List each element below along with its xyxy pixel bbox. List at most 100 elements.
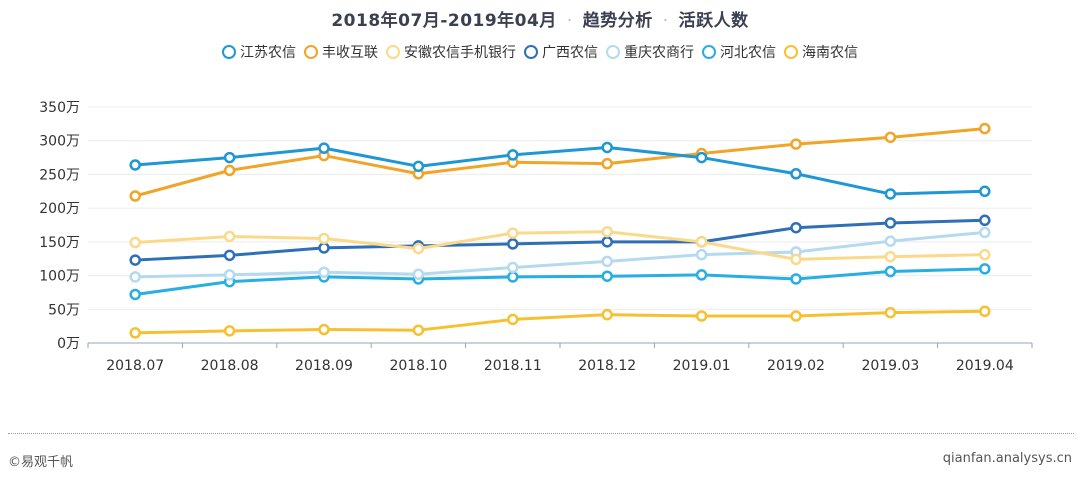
legend-marker-icon	[702, 45, 716, 59]
title-section: 趋势分析	[582, 11, 653, 31]
legend-marker-icon	[386, 45, 400, 59]
series-line	[135, 309, 985, 335]
site-url: qianfan.analysys.cn	[942, 451, 1072, 466]
data-point	[129, 190, 141, 202]
data-point	[507, 149, 519, 161]
x-tick-label: 2018.09	[295, 358, 353, 374]
data-point	[412, 324, 425, 336]
data-point	[223, 164, 236, 177]
data-point	[129, 271, 141, 283]
data-point	[412, 242, 425, 255]
legend-item[interactable]: 河北农信	[702, 42, 776, 62]
legend-item[interactable]: 广西农信	[524, 42, 598, 62]
x-tick-label: 2019.02	[767, 358, 825, 374]
data-point	[601, 141, 613, 154]
data-point	[884, 250, 897, 263]
data-point	[223, 325, 236, 337]
data-point	[129, 288, 141, 301]
legend-marker-icon	[222, 45, 236, 59]
data-point	[507, 227, 519, 239]
legend-label: 海南农信	[802, 45, 858, 61]
series-line	[135, 145, 985, 196]
data-point	[318, 242, 330, 254]
data-point	[884, 217, 897, 229]
data-point	[223, 249, 236, 262]
data-point	[601, 225, 613, 238]
legend-label: 广西农信	[542, 45, 598, 61]
legend-marker-icon	[524, 45, 538, 59]
data-point	[223, 151, 236, 164]
y-tick-label: 300万	[39, 134, 80, 150]
footer-divider	[8, 433, 1074, 434]
x-tick-label: 2018.12	[578, 358, 636, 374]
legend-marker-icon	[304, 45, 318, 59]
legend-label: 重庆农商行	[624, 45, 694, 61]
legend-label: 江苏农信	[240, 45, 296, 61]
legend-label: 丰收互联	[322, 45, 378, 61]
legend-label: 安徽农信手机银行	[404, 45, 516, 61]
legend-item[interactable]: 安徽农信手机银行	[386, 42, 516, 62]
data-point	[601, 236, 613, 248]
data-point	[884, 306, 897, 319]
data-point	[979, 248, 991, 261]
legend-item[interactable]: 海南农信	[784, 42, 858, 62]
y-tick-label: 200万	[39, 201, 80, 217]
data-point	[884, 235, 897, 247]
data-point	[695, 269, 708, 281]
legend-item[interactable]: 重庆农商行	[606, 42, 694, 62]
data-point	[979, 122, 991, 135]
y-tick-label: 0万	[57, 336, 80, 352]
legend-item[interactable]: 丰收互联	[304, 42, 378, 62]
y-tick-label: 250万	[39, 167, 80, 183]
data-point	[790, 310, 802, 322]
x-tick-label: 2019.03	[861, 358, 919, 374]
y-tick-label: 350万	[39, 100, 80, 116]
x-tick-label: 2018.11	[484, 358, 542, 374]
data-point	[318, 232, 330, 245]
series-line	[135, 230, 985, 261]
data-point	[601, 157, 613, 170]
data-point	[790, 221, 802, 234]
title-metric: 活跃人数	[678, 11, 749, 31]
title-separator-2: ·	[662, 11, 669, 31]
data-point	[790, 168, 802, 180]
legend-label: 河北农信	[720, 45, 776, 61]
data-point	[507, 271, 519, 283]
data-point	[790, 253, 802, 266]
title-period: 2018年07月-2019年04月	[331, 11, 557, 31]
x-tick-label: 2018.10	[389, 358, 447, 374]
data-point	[507, 261, 519, 274]
data-point	[318, 266, 330, 278]
legend-marker-icon	[606, 45, 620, 59]
y-tick-label: 50万	[48, 302, 80, 318]
data-point	[507, 238, 519, 250]
data-point	[695, 236, 708, 248]
data-point	[223, 269, 236, 281]
data-point	[412, 160, 425, 173]
line-chart: 0万 50万 100万 150万 200万 250万 300万 350万 2018.07 2018…	[39, 100, 1033, 374]
series-line	[134, 267, 985, 296]
series-line	[135, 218, 985, 262]
data-point	[601, 255, 613, 268]
title-separator-1: ·	[566, 11, 573, 31]
data-point	[129, 327, 141, 339]
x-tick-label: 2018.07	[106, 358, 164, 374]
series-line	[134, 127, 985, 198]
data-point	[790, 138, 802, 150]
data-point	[223, 230, 236, 243]
data-point	[790, 273, 802, 285]
data-point	[129, 254, 141, 266]
data-point	[979, 185, 991, 198]
data-point	[695, 310, 708, 322]
data-point	[695, 151, 708, 164]
chart-title: 2018年07月-2019年04月 · 趋势分析 · 活跃人数	[0, 6, 1080, 31]
data-point	[318, 142, 330, 154]
legend-marker-icon	[784, 45, 798, 59]
data-point	[412, 268, 425, 280]
legend-item[interactable]: 江苏农信	[222, 42, 296, 62]
data-point	[129, 236, 141, 249]
x-tick-label: 2018.08	[201, 358, 259, 374]
data-point	[695, 248, 708, 261]
y-tick-label: 150万	[39, 235, 80, 251]
data-point	[601, 308, 613, 321]
